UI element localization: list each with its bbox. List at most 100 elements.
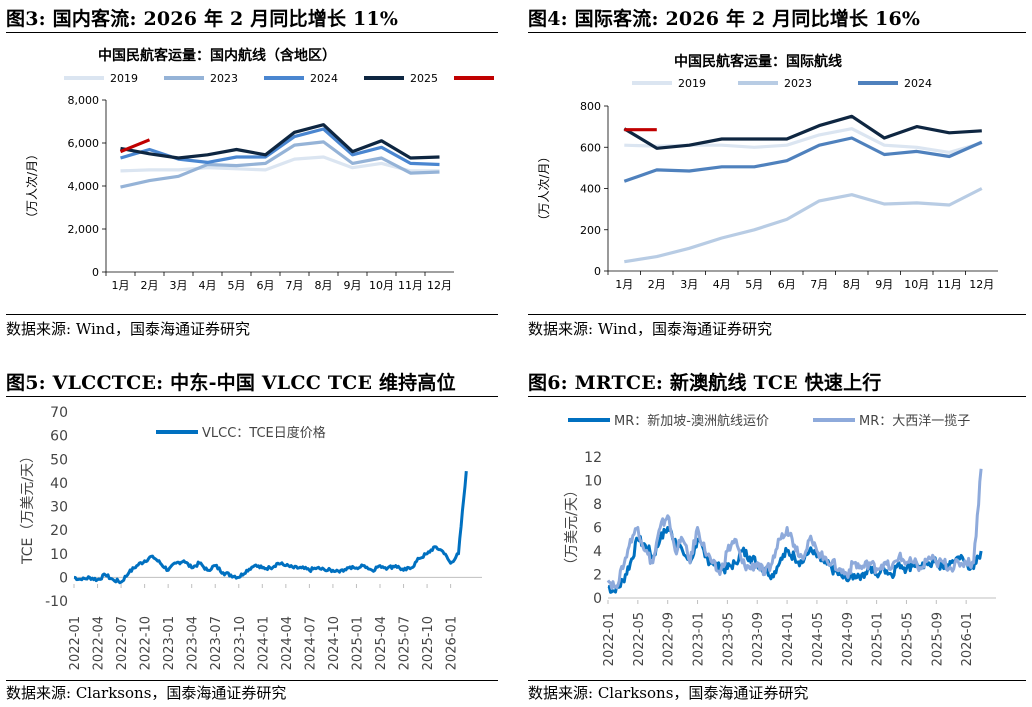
x-tick-label: 2022-05 — [632, 612, 647, 666]
source-rule — [6, 680, 498, 681]
series-line-2024 — [623, 136, 983, 183]
series-line-2019 — [120, 155, 440, 173]
x-tick-label: 2023-10 — [233, 616, 248, 670]
x-tick-label: 2月 — [648, 278, 666, 291]
x-tick-label: 2024-01 — [256, 616, 271, 670]
x-tick-label: 5月 — [745, 278, 763, 291]
y-tick-label: 20 — [50, 523, 68, 539]
y-tick-label: 0 — [594, 265, 601, 278]
y-tick-label: 2 — [593, 568, 602, 584]
x-tick-label: 2022-04 — [92, 616, 107, 670]
figure-4-panel: 图4: 国际客流: 2026 年 2 月同比增长 16% 中国民航客运量：国际航… — [528, 4, 1026, 344]
x-tick-label: 6月 — [257, 279, 275, 292]
x-tick-label: 1月 — [615, 278, 633, 291]
figure-title: 图6: MRTCE: 新澳航线 TCE 快速上行 — [528, 372, 882, 394]
series-line-series-3 — [623, 114, 982, 150]
legend-label: MR：大西洋一揽子 — [859, 413, 970, 429]
legend-label: 2024 — [904, 77, 932, 90]
x-tick-label: 2022-01 — [602, 612, 617, 666]
x-tick-label: 10月 — [369, 279, 394, 292]
figure-3-panel: 图3: 国内客流: 2026 年 2 月同比增长 11% 中国民航客运量：国内航… — [6, 4, 498, 344]
chart-international-passengers: 中国民航客运量：国际航线 2019 2023 2024 0 200 400 600 800 1月 2… — [537, 53, 998, 291]
y-tick-label: 200 — [580, 224, 601, 237]
legend-label: 2023 — [210, 72, 238, 85]
y-tick-label: 6 — [593, 521, 602, 537]
x-tick-label: 12月 — [427, 279, 452, 292]
y-tick-label: 70 — [50, 405, 68, 421]
x-tick-label: 2022-07 — [115, 616, 130, 670]
figure-title: 图4: 国际客流: 2026 年 2 月同比增长 16% — [528, 8, 921, 30]
x-tick-label: 2023-07 — [209, 616, 224, 670]
x-tick-label: 2022-10 — [139, 616, 154, 670]
x-tick-label: 7月 — [810, 278, 828, 291]
chart-title: 中国民航客运量：国内航线（含地区） — [98, 47, 336, 64]
legend-label: VLCC：TCE日度价格 — [202, 425, 326, 441]
legend-label: 2019 — [110, 72, 138, 85]
y-tick-label: 2,000 — [68, 223, 100, 236]
title-rule — [528, 396, 1026, 397]
x-tick-label: 9月 — [875, 278, 893, 291]
figure-title: 图5: VLCCTCE: 中东-中国 VLCC TCE 维持高位 — [6, 372, 456, 394]
x-tick-label: 2024-10 — [327, 616, 342, 670]
x-tick-label: 2024-01 — [781, 612, 796, 666]
legend-label: MR：新加坡-澳洲航线运价 — [614, 413, 769, 429]
x-tick-label: 2025-04 — [374, 616, 389, 670]
chart-domestic-passengers: 中国民航客运量：国内航线（含地区）2019202320242025202602,… — [25, 47, 494, 292]
y-tick-label: 8 — [593, 497, 602, 513]
x-tick-label: 2月 — [141, 279, 159, 292]
y-tick-label: 800 — [580, 100, 601, 113]
x-tick-label: 2023-05 — [721, 612, 736, 666]
chart-mr-tce: MR：新加坡-澳洲航线运价 MR：大西洋一揽子 0 2 4 6 8 10 12 2022-01 20… — [564, 413, 996, 666]
source-note: 数据来源: Clarksons，国泰海通证券研究 — [528, 684, 809, 702]
x-tick-label: 5月 — [228, 279, 246, 292]
x-tick-label: 2024-07 — [303, 616, 318, 670]
figure-5-panel: 图5: VLCCTCE: 中东-中国 VLCC TCE 维持高位 VLCC：TC… — [6, 368, 498, 704]
figure-title: 图3: 国内客流: 2026 年 2 月同比增长 11% — [6, 8, 399, 30]
y-tick-label: 600 — [580, 141, 601, 154]
series-line-0 — [73, 470, 468, 585]
x-tick-label: 6月 — [778, 278, 796, 291]
x-tick-label: 11月 — [398, 279, 423, 292]
x-tick-label: 2022-09 — [662, 612, 677, 666]
y-tick-label: 60 — [50, 429, 68, 445]
x-tick-label: 10月 — [904, 278, 929, 291]
x-tick-label: 2025-09 — [930, 612, 945, 666]
y-tick-label: 12 — [584, 450, 602, 466]
source-rule — [6, 314, 498, 315]
y-tick-label: 4 — [593, 544, 602, 560]
x-tick-label: 2023-01 — [692, 612, 707, 666]
source-rule — [528, 314, 1026, 315]
series-line-2023 — [120, 140, 440, 189]
source-note: 数据来源: Wind，国泰海通证券研究 — [6, 320, 251, 338]
title-rule — [528, 32, 1026, 33]
x-tick-label: 4月 — [713, 278, 731, 291]
y-axis-label: （万美元/天） — [564, 483, 580, 572]
x-tick-label: 2022-01 — [68, 616, 83, 670]
y-tick-label: 6,000 — [68, 137, 100, 150]
chart-vlcc-tce: VLCC：TCE日度价格 -10 0 10 20 30 40 50 60 70 2022-01 202… — [20, 405, 482, 670]
source-rule — [528, 680, 1026, 681]
legend-label: 2019 — [678, 77, 706, 90]
x-tick-label: 2025-01 — [350, 616, 365, 670]
x-tick-label: 2024-04 — [280, 616, 295, 670]
y-tick-label: 0 — [59, 570, 68, 586]
x-tick-label: 9月 — [344, 279, 362, 292]
y-axis-label: （万人次/月） — [537, 150, 551, 226]
y-tick-label: 10 — [584, 474, 602, 490]
figure-6-panel: 图6: MRTCE: 新澳航线 TCE 快速上行 MR：新加坡-澳洲航线运价 MR… — [528, 368, 1026, 704]
series-line-1 — [606, 468, 983, 590]
x-tick-label: 11月 — [937, 278, 962, 291]
y-tick-label: 0 — [593, 591, 602, 607]
y-tick-label: 4,000 — [68, 180, 100, 193]
title-rule — [6, 396, 498, 397]
x-tick-label: 3月 — [170, 279, 188, 292]
x-tick-label: 12月 — [969, 278, 994, 291]
chart-title: 中国民航客运量：国际航线 — [674, 53, 842, 70]
x-tick-label: 8月 — [315, 279, 333, 292]
series-line-2023 — [624, 187, 983, 264]
x-tick-label: 4月 — [199, 279, 217, 292]
y-axis-label: （万人次/月） — [25, 148, 39, 224]
y-tick-label: 40 — [50, 476, 68, 492]
x-tick-label: 2024-05 — [811, 612, 826, 666]
x-tick-label: 2026-01 — [445, 616, 460, 670]
